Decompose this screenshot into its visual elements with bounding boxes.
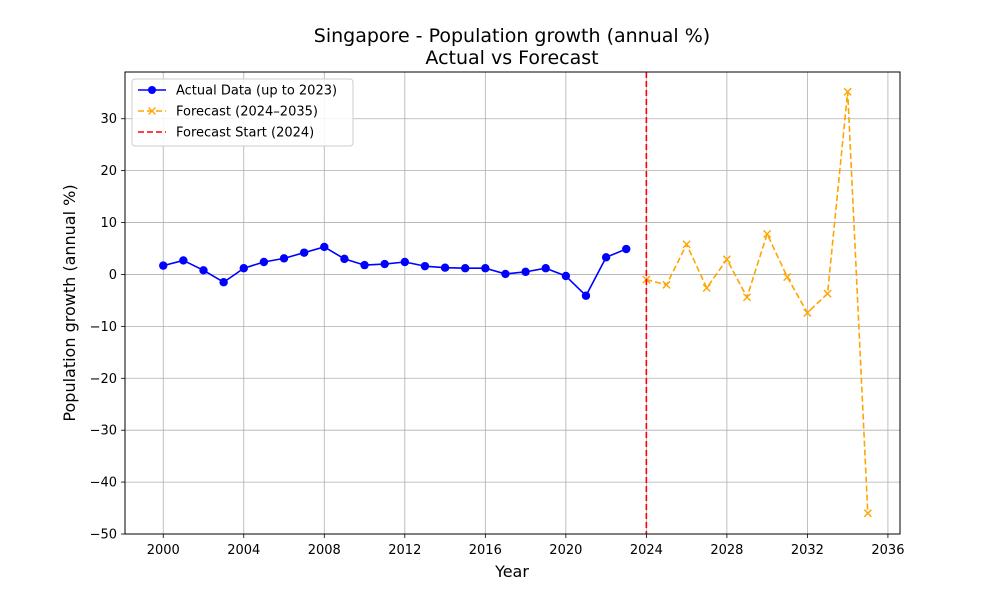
y-tick-label: 20 [100,164,117,179]
y-tick-label: −40 [90,476,117,491]
data-point [320,242,329,252]
data-point [601,253,611,262]
data-point [581,291,591,300]
plot-series [159,72,872,534]
data-point [823,289,832,298]
plot-frame [124,71,901,535]
data-point [622,244,631,254]
x-tick-label: 2008 [308,543,341,558]
data-point [179,256,188,265]
data-point [199,266,208,275]
x-axis-label: Year [494,562,529,581]
legend-box [131,78,354,147]
data-point [843,87,852,96]
series-line-0 [163,246,627,297]
data-point [159,261,168,270]
data-point [863,509,872,518]
legend-marker-actual [148,86,156,94]
data-point [702,283,711,293]
y-tick-label: 30 [100,112,117,127]
legend-label-forecast: Forecast (2024–2035) [176,105,318,120]
data-point [742,293,752,302]
data-point [561,271,571,281]
data-point [803,308,812,317]
data-point [219,278,228,287]
data-point [662,280,671,289]
data-point [259,257,269,267]
data-point [299,248,309,257]
data-point [400,257,410,267]
legend-label-forecast-start: Forecast Start (2024) [176,126,314,141]
data-point [722,255,731,264]
axis-ticks: 2000 2004 2008 2012 2016 2020 2024 2028 2032 2036… [90,112,905,558]
chart-title: Singapore - Population growth (annual %) [314,25,710,47]
legend: Actual Data (up to 2023) Forecast (2024–… [131,78,354,147]
x-tick-label: 2016 [469,543,502,558]
series-line-1 [646,90,869,514]
data-point [340,254,349,264]
data-point [360,260,369,270]
y-tick-label: 10 [100,216,117,231]
data-point [380,259,389,269]
data-point [541,264,550,273]
data-point [481,264,490,273]
y-tick-label: −10 [90,320,117,335]
data-point [279,254,289,263]
x-tick-label: 2036 [871,543,904,558]
x-tick-label: 2000 [147,543,180,558]
data-point [501,269,510,279]
x-tick-label: 2024 [630,543,663,558]
legend-marker-forecast [148,107,156,115]
x-tick-label: 2012 [388,543,421,558]
y-tick-label: −20 [90,372,117,387]
data-point [420,261,430,271]
data-point [440,263,450,272]
data-point [521,267,530,277]
x-tick-label: 2004 [227,543,260,558]
data-point [763,229,772,239]
x-tick-label: 2020 [549,543,582,558]
data-point [239,264,248,273]
legend-label-actual: Actual Data (up to 2023) [176,84,337,99]
chart-subtitle: Actual vs Forecast [425,47,598,69]
y-tick-label: 0 [109,268,117,283]
data-point [682,240,691,249]
y-tick-label: −50 [90,528,117,543]
y-tick-label: −30 [90,424,117,439]
x-tick-label: 2028 [710,543,743,558]
x-tick-label: 2032 [791,543,824,558]
data-point [783,272,792,282]
y-axis-label: Population growth (annual %) [60,184,79,421]
data-point [460,264,470,273]
